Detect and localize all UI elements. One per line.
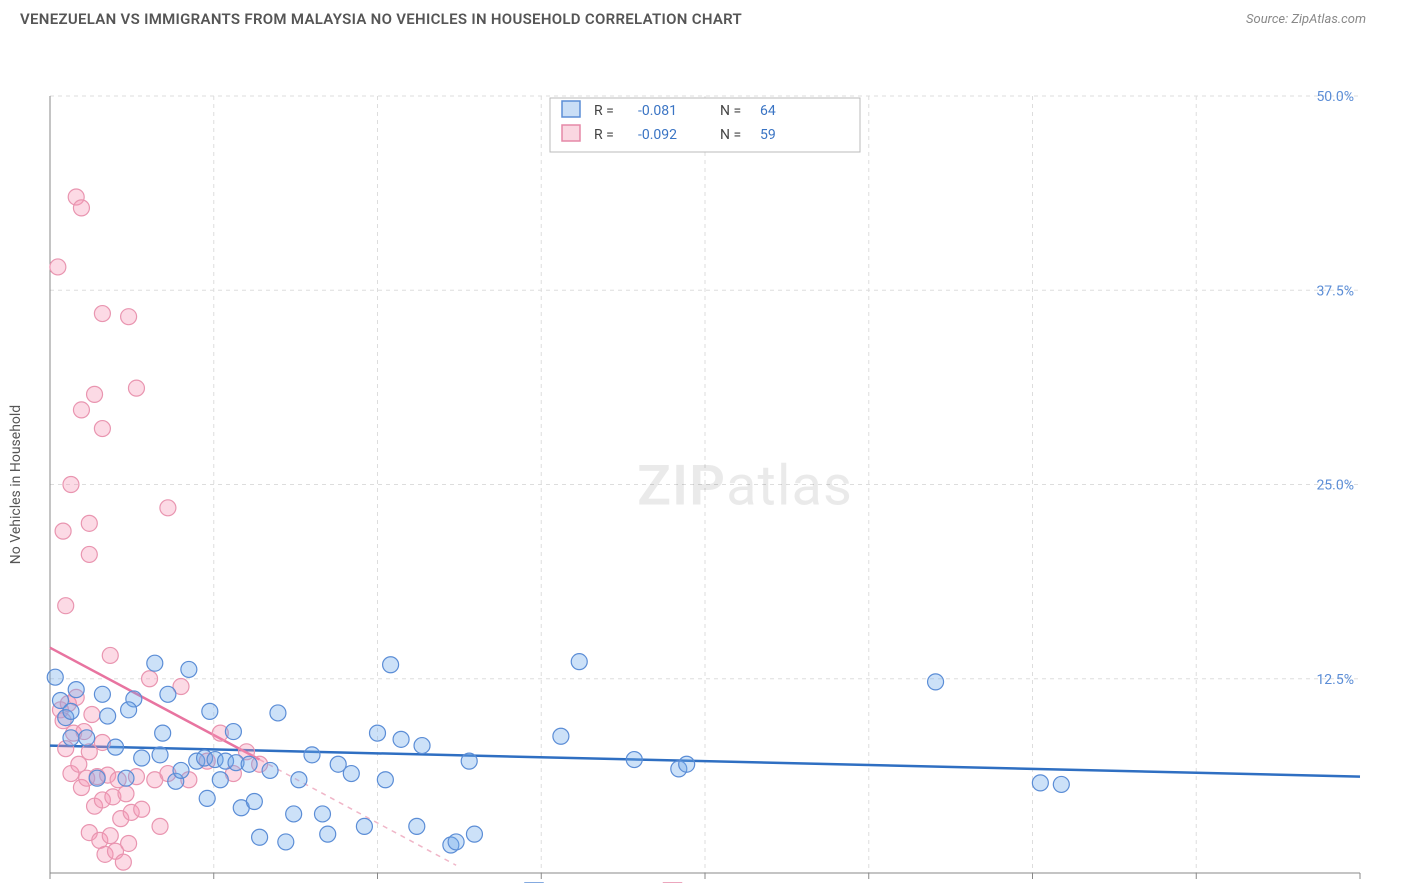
data-point-malaysia <box>63 477 79 493</box>
data-point-venezuelans <box>89 770 105 786</box>
data-point-venezuelans <box>928 674 944 690</box>
data-point-malaysia <box>84 706 100 722</box>
data-point-venezuelans <box>320 826 336 842</box>
data-point-malaysia <box>58 598 74 614</box>
data-point-venezuelans <box>118 770 134 786</box>
data-point-venezuelans <box>304 747 320 763</box>
legend-n-label: N = <box>720 103 741 119</box>
data-point-venezuelans <box>679 756 695 772</box>
data-point-venezuelans <box>383 657 399 673</box>
legend-r-value: -0.092 <box>638 127 677 143</box>
data-point-venezuelans <box>448 834 464 850</box>
data-point-venezuelans <box>241 756 257 772</box>
y-axis-label: No Vehicles in Household <box>8 405 24 564</box>
source-label: Source: ZipAtlas.com <box>1246 12 1366 27</box>
data-point-malaysia <box>81 546 97 562</box>
data-point-malaysia <box>102 647 118 663</box>
data-point-malaysia <box>121 835 137 851</box>
data-point-venezuelans <box>461 753 477 769</box>
data-point-venezuelans <box>343 766 359 782</box>
y-tick-label: 50.0% <box>1316 89 1354 105</box>
data-point-malaysia <box>115 854 131 870</box>
data-point-venezuelans <box>1053 776 1069 792</box>
data-point-venezuelans <box>155 725 171 741</box>
legend-swatch <box>562 101 580 117</box>
data-point-venezuelans <box>1032 775 1048 791</box>
data-point-venezuelans <box>202 703 218 719</box>
data-point-venezuelans <box>108 739 124 755</box>
data-point-venezuelans <box>225 724 241 740</box>
data-point-venezuelans <box>393 731 409 747</box>
data-point-malaysia <box>152 818 168 834</box>
data-point-venezuelans <box>79 730 95 746</box>
data-point-venezuelans <box>47 669 63 685</box>
data-point-venezuelans <box>63 730 79 746</box>
data-point-venezuelans <box>147 655 163 671</box>
y-tick-label: 37.5% <box>1316 283 1354 299</box>
data-point-venezuelans <box>314 806 330 822</box>
data-point-venezuelans <box>571 654 587 670</box>
data-point-venezuelans <box>286 806 302 822</box>
legend-n-value: 59 <box>760 127 776 143</box>
y-tick-label: 25.0% <box>1316 478 1354 494</box>
data-point-venezuelans <box>199 790 215 806</box>
data-point-malaysia <box>55 523 71 539</box>
data-point-malaysia <box>94 306 110 322</box>
correlation-chart: 12.5% 25.0% 37.5% 50.0% 0.0% 50.0% No Vehicles… <box>0 38 1406 883</box>
data-point-malaysia <box>50 259 66 275</box>
data-point-malaysia <box>134 801 150 817</box>
data-point-venezuelans <box>181 661 197 677</box>
data-point-malaysia <box>73 200 89 216</box>
data-point-venezuelans <box>262 762 278 778</box>
x-tick-label: 50.0% <box>1316 881 1354 883</box>
data-point-venezuelans <box>252 829 268 845</box>
source-name: ZipAtlas.com <box>1291 12 1366 27</box>
data-point-venezuelans <box>626 752 642 768</box>
legend-n-value: 64 <box>760 103 776 119</box>
title-bar: VENEZUELAN VS IMMIGRANTS FROM MALAYSIA N… <box>0 0 1406 38</box>
data-point-venezuelans <box>291 772 307 788</box>
data-point-venezuelans <box>63 703 79 719</box>
data-point-venezuelans <box>246 794 262 810</box>
chart-title: VENEZUELAN VS IMMIGRANTS FROM MALAYSIA N… <box>20 10 742 28</box>
data-point-venezuelans <box>377 772 393 788</box>
data-point-venezuelans <box>409 818 425 834</box>
legend-r-value: -0.081 <box>638 103 677 119</box>
data-point-malaysia <box>121 309 137 325</box>
data-point-venezuelans <box>94 686 110 702</box>
data-point-venezuelans <box>121 702 137 718</box>
data-point-venezuelans <box>212 772 228 788</box>
x-tick-label: 0.0% <box>60 881 90 883</box>
data-point-venezuelans <box>370 725 386 741</box>
data-point-malaysia <box>118 786 134 802</box>
legend-n-label: N = <box>720 127 741 143</box>
data-point-malaysia <box>73 402 89 418</box>
y-tick-label: 12.5% <box>1316 672 1354 688</box>
data-point-malaysia <box>87 386 103 402</box>
data-point-malaysia <box>160 500 176 516</box>
data-point-venezuelans <box>173 762 189 778</box>
legend-r-label: R = <box>594 127 614 143</box>
data-point-venezuelans <box>356 818 372 834</box>
data-point-malaysia <box>128 380 144 396</box>
data-point-malaysia <box>142 671 158 687</box>
data-point-venezuelans <box>278 834 294 850</box>
data-point-malaysia <box>102 828 118 844</box>
data-point-malaysia <box>81 515 97 531</box>
source-prefix: Source: <box>1246 12 1291 27</box>
legend-swatch <box>562 125 580 141</box>
watermark: ZIPatlas <box>637 453 853 519</box>
data-point-venezuelans <box>553 728 569 744</box>
data-point-venezuelans <box>270 705 286 721</box>
legend-r-label: R = <box>594 103 614 119</box>
data-point-venezuelans <box>134 750 150 766</box>
data-point-venezuelans <box>466 826 482 842</box>
data-point-venezuelans <box>68 682 84 698</box>
data-point-venezuelans <box>160 686 176 702</box>
data-point-venezuelans <box>100 708 116 724</box>
data-point-venezuelans <box>414 738 430 754</box>
data-point-malaysia <box>94 421 110 437</box>
data-point-venezuelans <box>152 747 168 763</box>
